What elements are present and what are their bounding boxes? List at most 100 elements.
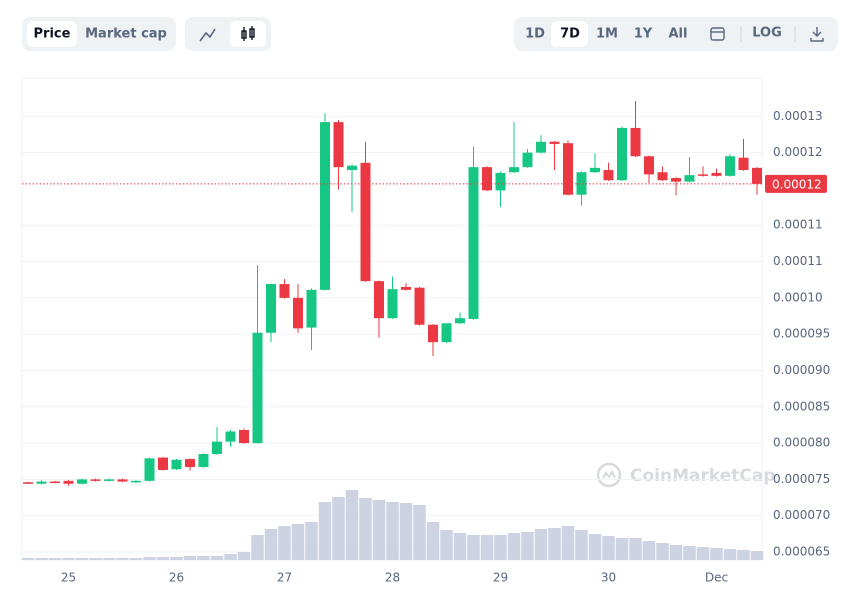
y-tick-label: 0.00010 — [773, 290, 823, 304]
volume-bar — [696, 547, 710, 560]
candle-body — [752, 167, 762, 184]
candle-body — [509, 167, 519, 173]
volume-bar — [575, 530, 588, 560]
volume-bar — [426, 522, 440, 560]
volume-bar — [35, 558, 48, 560]
price-label: Price — [34, 27, 71, 42]
volume-bar — [372, 500, 386, 560]
y-tick-label: 0.00013 — [773, 109, 823, 123]
candle-body — [630, 127, 641, 157]
y-tick-label: 0.000095 — [773, 327, 830, 341]
volume-bar — [521, 532, 534, 560]
candle-body — [495, 172, 506, 191]
y-tick-label: 0.00011 — [773, 254, 823, 268]
candle-body — [36, 481, 47, 484]
volume-bar — [197, 556, 210, 560]
price-button[interactable] — [27, 21, 77, 47]
candle-body — [171, 459, 182, 470]
candle-body — [50, 481, 60, 484]
volume-bar — [669, 545, 683, 560]
volume-bar — [548, 528, 561, 560]
candle-body — [306, 289, 317, 328]
x-tick-label: 26 — [169, 571, 184, 585]
volume-bar — [642, 541, 656, 560]
market-cap-button[interactable]: Market cap — [85, 27, 167, 42]
calendar-button[interactable] — [710, 27, 725, 41]
y-tick-label: 0.000085 — [773, 399, 830, 413]
volume-bar — [453, 533, 467, 560]
candle-body — [711, 172, 722, 176]
candle-body — [455, 318, 465, 324]
volume-bar — [386, 502, 399, 560]
log-button[interactable]: LOG — [752, 26, 782, 41]
candle-body — [293, 297, 303, 329]
candle-body — [320, 122, 330, 290]
volume-bar — [467, 535, 480, 560]
candle-body — [104, 479, 114, 481]
volume-bar — [399, 503, 413, 560]
volume-bar — [534, 529, 548, 560]
volume-bar — [318, 502, 332, 560]
x-tick-label: 28 — [385, 571, 400, 585]
candle-body — [522, 152, 533, 168]
candle-body — [131, 480, 141, 483]
candle-body — [725, 156, 735, 176]
y-tick-label: 0.00012 — [773, 145, 823, 159]
volume-bar — [210, 556, 224, 560]
volume-bar — [723, 549, 737, 560]
watermark: CoinMarketCap — [596, 462, 775, 488]
candle-body — [644, 156, 654, 175]
range-button[interactable]: 1M — [596, 27, 618, 42]
volume-bar — [89, 558, 102, 560]
range-button[interactable]: 1D — [525, 27, 545, 42]
grid — [22, 115, 762, 553]
candle-body — [77, 479, 87, 484]
x-tick-label: 29 — [493, 571, 508, 585]
candle-body — [671, 178, 681, 182]
volume-bar — [278, 526, 291, 560]
current-price-label: 0.00012 — [772, 177, 822, 191]
y-tick-label: 0.000070 — [773, 508, 830, 522]
volume-bar — [62, 558, 75, 560]
range-button[interactable]: 1Y — [634, 27, 653, 42]
volume-bar — [480, 535, 494, 560]
candle-body — [563, 143, 573, 195]
candle-body — [63, 480, 74, 484]
candle-body — [698, 174, 708, 176]
candle-body — [347, 165, 357, 171]
volume-bar — [710, 548, 723, 560]
line-chart-button[interactable] — [199, 28, 216, 42]
candle-body — [185, 459, 195, 468]
candle-body — [738, 157, 749, 171]
volume-bar — [345, 490, 359, 560]
volume-bar — [237, 552, 251, 560]
range-button[interactable]: All — [669, 27, 688, 42]
candle-body — [333, 122, 344, 168]
volume-bar — [183, 556, 197, 560]
y-tick-label: 0.00011 — [773, 218, 823, 232]
volume-bar — [656, 543, 669, 560]
active-range — [551, 21, 588, 47]
volume-bar — [332, 497, 345, 560]
volume-bar — [116, 558, 129, 560]
candles — [23, 101, 762, 486]
candle-body — [468, 167, 479, 319]
candle-chart-button[interactable] — [230, 21, 266, 47]
range-button[interactable]: 7D — [560, 27, 580, 42]
volume-bar — [440, 530, 453, 560]
volume-bar — [683, 546, 696, 560]
candle-body — [603, 170, 614, 181]
candle-body — [239, 430, 249, 444]
download-button[interactable] — [810, 27, 824, 42]
candle-body — [252, 332, 263, 444]
x-tick-label: 30 — [601, 571, 616, 585]
candle-body — [549, 141, 560, 144]
volume-bar — [170, 557, 183, 560]
watermark-text: CoinMarketCap — [630, 466, 775, 486]
candle-body — [158, 457, 168, 470]
candle-body — [576, 172, 587, 195]
candle-body — [266, 284, 276, 333]
y-tick-label: 0.000090 — [773, 363, 830, 377]
candle-body — [536, 141, 546, 153]
candle-body — [279, 284, 290, 298]
